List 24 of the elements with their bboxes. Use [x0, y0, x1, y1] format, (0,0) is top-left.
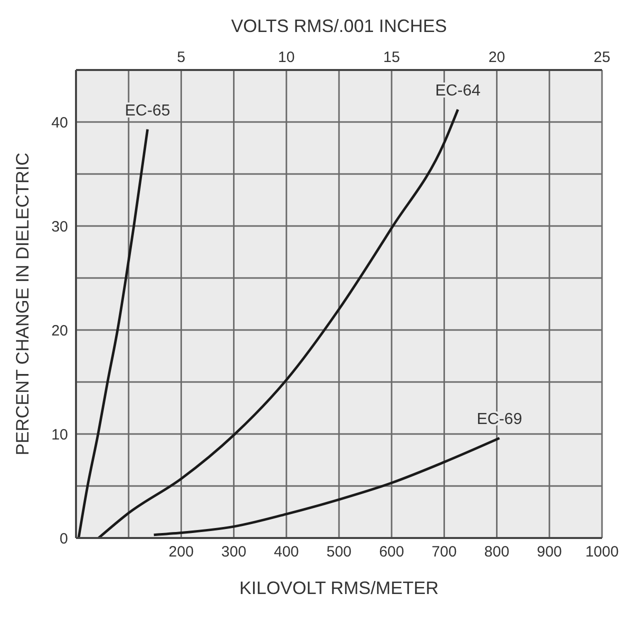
- x-tick-label: 900: [536, 544, 562, 561]
- y-tick-label: 10: [51, 426, 68, 444]
- x2-tick-label: 15: [383, 49, 400, 66]
- x-tick-label: 800: [484, 544, 510, 561]
- x2-tick-label: 25: [594, 49, 610, 66]
- y-tick-label: 40: [51, 114, 68, 132]
- x-tick-label: 700: [432, 544, 457, 561]
- x-tick-label: 1000: [585, 544, 619, 561]
- x-tick-label: 200: [168, 544, 194, 561]
- x-tick-label: 400: [274, 544, 299, 561]
- x-tick-label: 300: [221, 544, 246, 561]
- x2-axis-title: VOLTS RMS/.001 INCHES: [231, 16, 447, 36]
- line-series: [77, 128, 149, 538]
- x-tick-label: 600: [379, 544, 404, 561]
- x2-tick-label: 5: [177, 49, 186, 66]
- y-tick-label: 0: [60, 530, 68, 548]
- y-tick-label: 30: [51, 218, 68, 236]
- x-axis-title: KILOVOLT RMS/METER: [239, 578, 439, 598]
- x2-tick-label: 20: [488, 49, 506, 66]
- y-axis-title: PERCENT CHANGE IN DIELECTRIC: [12, 152, 32, 456]
- x-tick-label: 500: [326, 544, 352, 561]
- line-series: [152, 436, 501, 536]
- y-tick-label: 20: [51, 322, 68, 340]
- x2-tick-label: 10: [278, 49, 295, 66]
